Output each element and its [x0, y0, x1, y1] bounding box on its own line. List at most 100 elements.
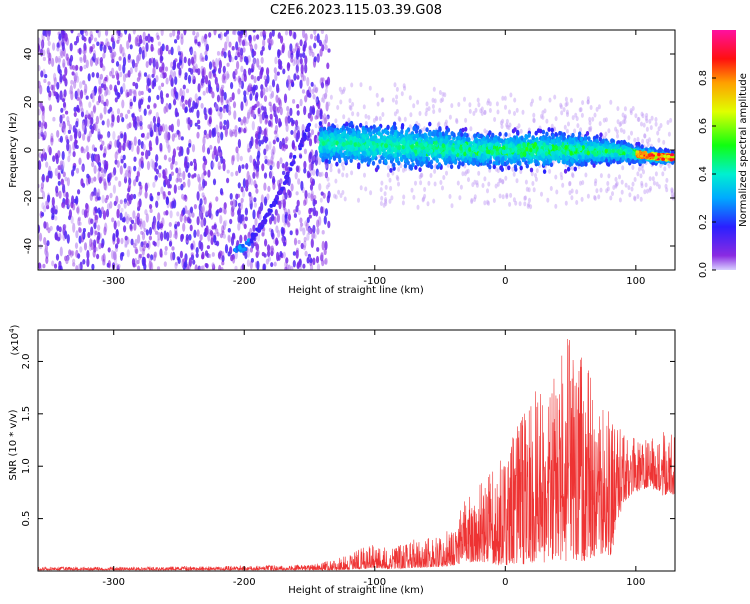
spectrogram-cell [140, 241, 144, 248]
spectrogram-cell [139, 184, 143, 190]
spectrogram-cell [148, 124, 153, 132]
spectrogram-cell [242, 116, 247, 124]
spectrogram-cell [203, 169, 207, 177]
spectrogram-cell [670, 188, 674, 194]
spectrogram-cell [261, 46, 265, 52]
spectrogram-cell [324, 44, 328, 51]
spectrogram-cell [677, 153, 680, 158]
spectrogram-cell [164, 250, 168, 256]
spectrogram-cell [42, 30, 46, 36]
spectrogram-cell [62, 183, 66, 194]
spectrogram-cell [287, 49, 291, 59]
spectrogram-cell [66, 203, 70, 210]
spectrogram-cell [334, 178, 338, 184]
spectrogram-cell [275, 237, 279, 246]
spectrogram-cell [229, 96, 233, 103]
spectrogram-cell [236, 60, 240, 70]
spectrogram-cell [121, 217, 125, 223]
spectrogram-cell [241, 39, 246, 47]
spectrogram-cell [116, 30, 120, 34]
spectrogram-cell [136, 170, 140, 177]
spectrogram-cell [227, 234, 231, 242]
spectrogram-cell [315, 168, 319, 177]
spectrogram-cell [62, 189, 67, 198]
spectrogram-cell [266, 193, 270, 201]
spectrogram-cell [627, 185, 631, 191]
spectrogram-cell [116, 139, 120, 149]
spectrogram-cell [93, 211, 97, 217]
spectrogram-cell [554, 116, 558, 122]
spectrogram-cell [72, 203, 76, 211]
spectrogram-cell [427, 106, 431, 112]
spectrogram-cell [111, 67, 115, 75]
spectrogram-cell [177, 45, 181, 53]
spectrogram-cell [61, 114, 65, 119]
spectrogram-cell [560, 110, 564, 116]
spectrogram-cell [310, 129, 315, 136]
spectrogram-cell [80, 165, 85, 171]
spectrogram-cell [66, 142, 70, 152]
spectrogram-cell [173, 233, 177, 239]
spectrogram-cell [210, 213, 214, 220]
spectrogram-cell [110, 249, 115, 260]
spectrogram-cell [67, 129, 71, 134]
spectrogram-cell [245, 41, 249, 46]
spectrogram-cell [386, 172, 390, 178]
spectrogram-cell [310, 193, 314, 202]
spectrogram-cell [309, 170, 313, 177]
spectrogram-cell [276, 137, 280, 143]
spectrogram-cell [174, 262, 178, 270]
spectrogram-cell [293, 213, 297, 218]
spectrogram-cell [124, 235, 128, 241]
spectrogram-cell [258, 213, 262, 221]
spectrogram-cell [488, 101, 492, 107]
spectrogram-cell [64, 198, 68, 206]
spectrogram-cell [72, 222, 76, 233]
spectrogram-cell [62, 203, 66, 209]
spectrogram-cell [84, 116, 88, 127]
spectrogram-cell [65, 134, 69, 141]
spectrogram-cell [295, 42, 299, 47]
spectrogram-cell [38, 262, 42, 270]
spectrogram-cell [222, 105, 226, 114]
spectrogram-cell [325, 116, 329, 122]
spectrogram-cell [569, 97, 573, 103]
spectrogram-cell [46, 47, 50, 55]
spectrogram-cell [304, 95, 308, 103]
spectrogram-cell [149, 204, 153, 210]
spectrogram-cell [137, 200, 141, 210]
spectrogram-cell [127, 53, 131, 61]
spectrogram-cell [126, 91, 130, 98]
spectrogram-cell [78, 157, 82, 165]
spectrogram-cell [324, 88, 328, 94]
spectrogram-cell [570, 195, 574, 201]
spectrogram-cell [481, 183, 485, 188]
spectrogram-cell [244, 126, 248, 134]
spectrogram-cell [152, 82, 157, 87]
spectrogram-cell [193, 166, 197, 172]
spectrogram-cell [223, 51, 227, 59]
spectrogram-cell [319, 197, 323, 203]
spectrogram-cell [677, 155, 680, 160]
spectrogram-cell [98, 166, 102, 172]
spectrogram-cell [343, 196, 347, 202]
spectrogram-cell [146, 150, 150, 160]
spectrogram-cell [303, 236, 307, 243]
spectrogram-cell [516, 129, 520, 135]
spectrogram-cell [501, 179, 505, 184]
spectrogram-cell [367, 115, 371, 120]
spectrogram-cell [665, 177, 669, 183]
spectrogram-cell [152, 57, 156, 68]
spectrogram-cell [101, 140, 105, 146]
spectrogram-cell [141, 256, 145, 267]
spectrogram-cell [215, 228, 219, 234]
spectrogram-cell [470, 199, 474, 205]
spectrogram-cell [171, 200, 175, 209]
spectrogram-cell [207, 169, 211, 178]
spectrogram-cell [55, 55, 59, 64]
spectrogram-cell [137, 234, 141, 244]
spectrogram-cell [295, 229, 299, 236]
spectrogram-cell [83, 242, 88, 251]
spectrogram-cell [102, 253, 106, 263]
spectrogram-cell [296, 130, 301, 140]
